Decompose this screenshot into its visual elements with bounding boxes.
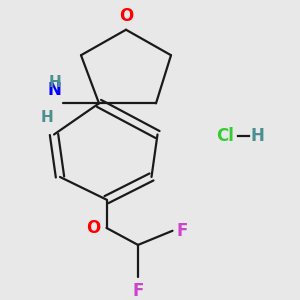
Text: F: F	[132, 282, 144, 300]
Text: H: H	[250, 127, 264, 145]
Text: N: N	[47, 81, 61, 99]
Text: H: H	[40, 110, 53, 125]
Text: H: H	[49, 75, 61, 90]
Text: F: F	[177, 222, 188, 240]
Text: O: O	[86, 219, 100, 237]
Text: Cl: Cl	[216, 127, 234, 145]
Text: O: O	[119, 8, 133, 26]
